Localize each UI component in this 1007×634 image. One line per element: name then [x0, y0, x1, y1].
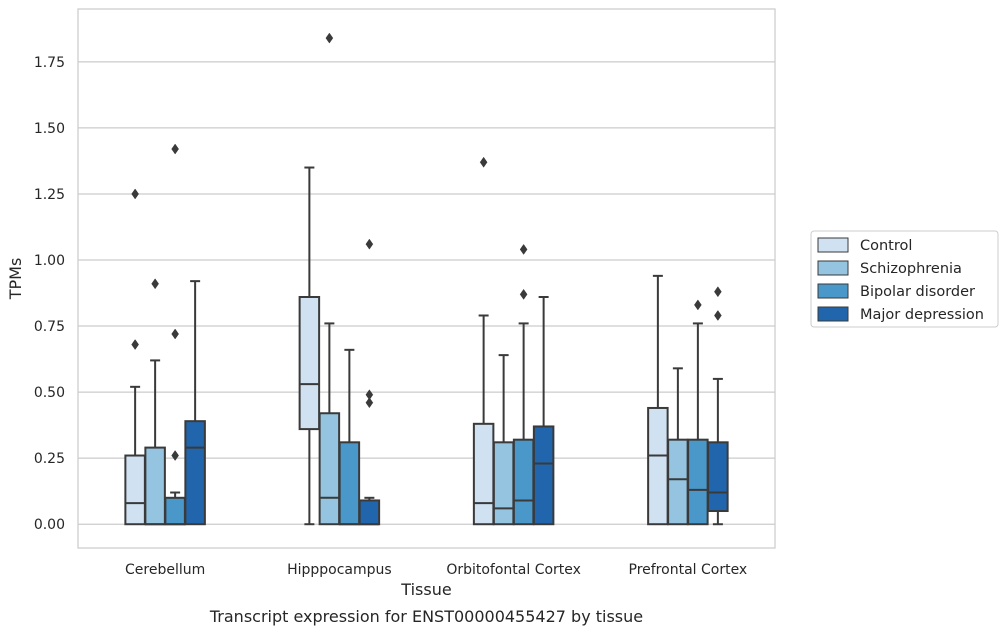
box-body [358, 499, 381, 526]
box-schizophrenia [318, 32, 341, 526]
box-body [164, 496, 186, 526]
legend: Control Schizophrenia Bipolar disorder Majo… [810, 230, 999, 328]
box-bipolar-disorder [512, 244, 535, 526]
outlier-point [519, 288, 528, 300]
y-tick-label: 1.25 [34, 187, 65, 203]
box-body [472, 422, 495, 526]
x-tick-labels: Cerebellum Hipppocampus Orbitofontal Corte… [125, 562, 747, 578]
y-tick-label: 0.00 [34, 517, 65, 533]
legend-label: Schizophrenia [860, 261, 962, 277]
legend-swatch [817, 283, 849, 299]
outlier-point [151, 278, 159, 290]
box-control [124, 188, 146, 526]
outlier-point [365, 389, 374, 401]
y-tick-label: 0.25 [34, 451, 65, 467]
box-major-depression [184, 280, 206, 526]
y-axis-title: TPMs [6, 258, 25, 301]
box-bipolar-disorder [687, 299, 709, 526]
outlier-point [131, 339, 139, 350]
legend-items: Control Schizophrenia Bipolar disorder Majo… [817, 237, 984, 323]
outlier-point [479, 156, 488, 168]
outlier-point [714, 286, 722, 298]
box-body [687, 438, 709, 526]
box-body [532, 425, 555, 526]
x-axis-title: Tissue [400, 580, 451, 599]
y-tick-label: 1.00 [34, 253, 65, 269]
box-major-depression [707, 286, 729, 526]
x-tick-label: Prefrontal Cortex [629, 562, 748, 578]
x-tick-label: Cerebellum [125, 562, 205, 578]
y-tick-label: 0.75 [34, 319, 65, 335]
box-bipolar-disorder [338, 348, 361, 526]
box-control [647, 274, 669, 526]
legend-label: Major depression [860, 307, 984, 323]
box-body [707, 441, 729, 513]
outlier-point [171, 450, 179, 461]
y-tick-label: 0.50 [34, 385, 65, 401]
outlier-point [171, 328, 179, 340]
box-body [512, 438, 535, 526]
outlier-point [365, 397, 374, 409]
y-tick-label: 1.75 [34, 55, 65, 71]
legend-swatch [817, 306, 849, 322]
box-body [318, 412, 341, 526]
boxes [124, 32, 729, 526]
box-schizophrenia [492, 354, 515, 526]
box-schizophrenia [144, 278, 166, 526]
outlier-point [714, 310, 722, 321]
legend-frame [810, 230, 999, 328]
box-major-depression [532, 295, 555, 526]
outlier-point [131, 188, 139, 200]
box-major-depression [358, 238, 381, 526]
legend-label: Bipolar disorder [860, 284, 975, 300]
plot-frame [77, 8, 776, 549]
box-body [667, 438, 689, 526]
box-control [298, 166, 321, 526]
legend-swatch [817, 237, 849, 253]
box-body [144, 446, 166, 526]
x-tick-label: Hipppocampus [287, 562, 392, 578]
legend-label: Control [860, 238, 912, 254]
box-body [184, 420, 206, 526]
y-tick-label: 1.50 [34, 121, 65, 137]
outlier-point [171, 143, 179, 155]
legend-swatch [817, 260, 849, 276]
outlier-point [365, 238, 374, 250]
x-tick-label: Orbitofontal Cortex [446, 562, 581, 578]
outlier-point [325, 32, 334, 44]
box-body [298, 295, 321, 431]
y-tick-labels: 0.00 0.25 0.50 0.75 1.00 1.25 1.50 1.75 [34, 55, 65, 533]
box-body [338, 441, 361, 526]
box-body [647, 406, 669, 526]
outlier-point [694, 299, 702, 311]
chart-caption: Transcript expression for ENST0000045542… [209, 607, 643, 626]
box-control [472, 156, 495, 526]
outlier-point [519, 244, 528, 255]
box-bipolar-disorder [164, 143, 186, 526]
box-body [492, 441, 515, 526]
box-body [124, 454, 146, 526]
